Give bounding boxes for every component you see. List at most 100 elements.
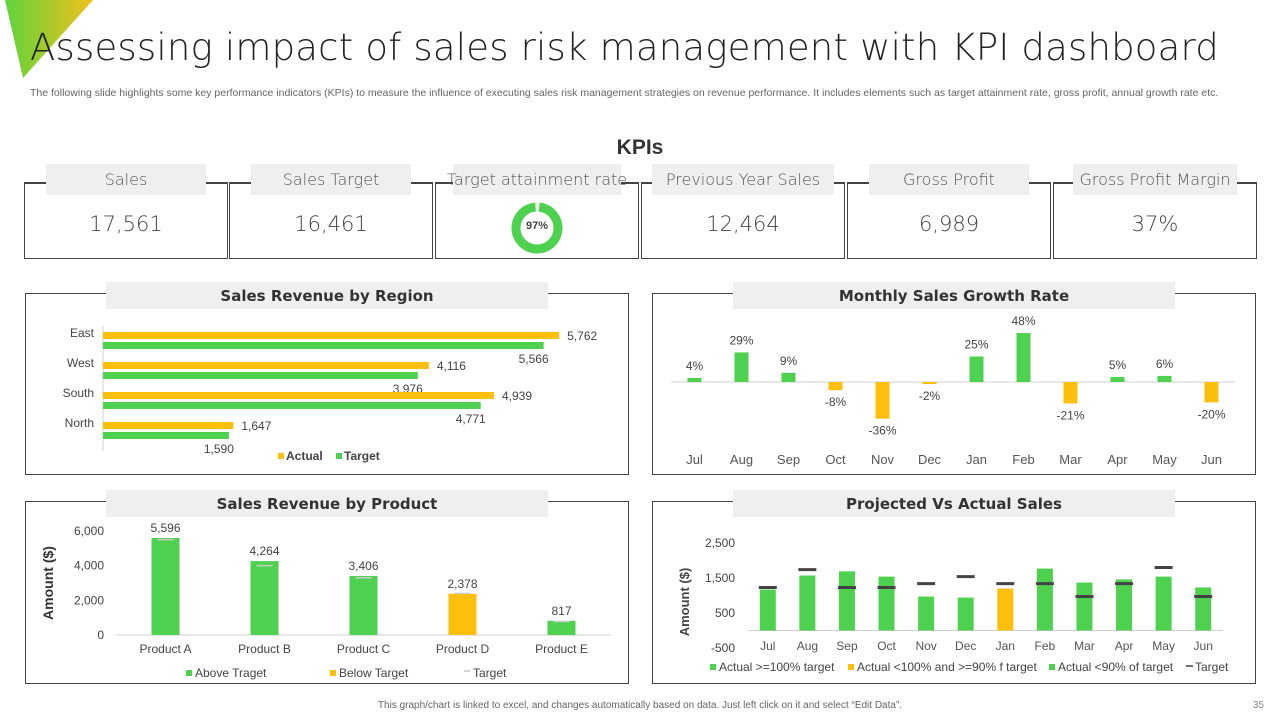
month-label: Jan <box>996 639 1015 653</box>
kpi-label: Target attainment rate <box>447 164 627 195</box>
panel-title: Sales Revenue by Region <box>106 282 548 309</box>
month-label: Dec <box>955 639 976 653</box>
kpi-value: 12,464 <box>706 212 780 236</box>
kpi-label: Gross Profit Margin <box>1073 164 1237 195</box>
actual-bar <box>759 589 776 631</box>
growth-bar <box>1110 376 1125 382</box>
month-label: Jul <box>686 452 703 467</box>
legend-label: Actual <90% of target <box>1058 660 1174 674</box>
category-label: Product B <box>238 642 291 656</box>
product-bar <box>547 620 576 635</box>
month-label: Feb <box>1035 639 1056 653</box>
category-label: West <box>67 356 95 370</box>
legend-label: Target <box>1195 660 1229 674</box>
bar-actual <box>103 362 429 369</box>
growth-bar <box>969 356 984 382</box>
month-label: Apr <box>1115 639 1134 653</box>
growth-bar <box>1157 375 1172 382</box>
month-label: Mar <box>1074 639 1095 653</box>
data-label: 9% <box>780 354 798 368</box>
card-border <box>230 182 252 184</box>
legend-swatch <box>330 670 336 676</box>
category-label: South <box>63 386 94 400</box>
y-tick-label: 4,000 <box>74 559 104 573</box>
data-label: 4,771 <box>456 412 486 426</box>
legend-swatch <box>710 664 716 670</box>
month-label: Feb <box>1012 452 1034 467</box>
card-border <box>25 182 47 184</box>
data-label: -2% <box>919 389 941 403</box>
bar-actual <box>103 392 495 399</box>
category-label: North <box>65 416 94 430</box>
kpi-label: Previous Year Sales <box>652 164 834 195</box>
month-label: Oct <box>825 452 846 467</box>
y-tick-label: 2,500 <box>705 536 735 550</box>
month-label: Jun <box>1201 452 1222 467</box>
month-label: Apr <box>1107 452 1128 467</box>
data-label: -8% <box>825 395 847 409</box>
actual-bar <box>1195 587 1212 631</box>
card-border <box>410 182 432 184</box>
kpi-heading: KPIs <box>616 136 664 159</box>
growth-bar <box>687 377 702 382</box>
data-label: -21% <box>1056 408 1084 422</box>
legend-label: Above Traget <box>195 666 267 680</box>
y-tick-label: -500 <box>711 641 735 655</box>
kpi-card-previous-year-sales: Previous Year Sales 12,464 <box>641 164 845 259</box>
legend-label: Target <box>473 666 507 680</box>
data-label: 4,116 <box>437 359 466 373</box>
panel-sales-revenue-by-product: Sales Revenue by Product Amount ($) 0 2,00… <box>25 490 629 684</box>
page-title: Assessing impact of sales risk managemen… <box>30 26 1219 69</box>
card-border <box>1236 182 1256 184</box>
month-label: Nov <box>915 639 936 653</box>
actual-bar <box>878 576 895 631</box>
category-label: East <box>70 326 95 340</box>
bar-actual <box>103 332 560 339</box>
kpi-card-sales-target: Sales Target 16,461 <box>229 164 433 259</box>
product-bar <box>349 575 378 635</box>
legend-swatch-actual <box>278 453 284 459</box>
growth-bar <box>1016 333 1031 382</box>
month-label: Sep <box>836 639 858 653</box>
category-label: Product A <box>139 642 191 656</box>
month-label: Jun <box>1194 639 1213 653</box>
actual-bar <box>957 597 974 631</box>
category-label: Product C <box>337 642 391 656</box>
data-label: 4,264 <box>249 544 279 558</box>
actual-bar <box>1076 582 1093 631</box>
y-tick-label: 1,500 <box>705 571 735 585</box>
card-border <box>436 182 454 184</box>
data-label: 3,406 <box>348 559 378 573</box>
card-border <box>642 182 653 184</box>
kpi-label: Sales Target <box>251 164 411 195</box>
legend-label-actual: Actual <box>286 449 323 463</box>
panel-projected-vs-actual-sales: Projected Vs Actual Sales Amount ($) -500… <box>652 490 1256 684</box>
card-border <box>620 182 638 184</box>
kpi-card-target-attainment-rate: Target attainment rate 97% <box>435 164 639 259</box>
data-label: 1,647 <box>241 419 271 433</box>
actual-bar <box>997 588 1014 631</box>
product-bar <box>250 561 279 635</box>
data-label: 1,590 <box>204 442 234 456</box>
month-label: Aug <box>730 452 753 467</box>
y-axis-title: Amount ($) <box>40 546 56 620</box>
growth-bar <box>734 352 749 382</box>
legend-label-target: Target <box>344 449 380 463</box>
month-label: Nov <box>871 452 895 467</box>
actual-bar <box>838 571 855 631</box>
data-label: 29% <box>729 333 753 347</box>
bar-actual <box>103 422 234 429</box>
data-label: 48% <box>1011 314 1035 328</box>
panel-title: Projected Vs Actual Sales <box>733 490 1175 517</box>
kpi-label: Gross Profit <box>869 164 1029 195</box>
page-subtitle: The following slide highlights some key … <box>30 87 1219 99</box>
growth-bar <box>922 382 937 385</box>
data-label: 5% <box>1109 358 1127 372</box>
data-label: 25% <box>964 338 988 352</box>
bar-target <box>103 432 229 439</box>
growth-bar <box>828 382 843 391</box>
legend-label: Actual <100% and >=90% f target <box>857 660 1037 674</box>
legend-swatch <box>186 670 192 676</box>
month-label: May <box>1152 639 1175 653</box>
